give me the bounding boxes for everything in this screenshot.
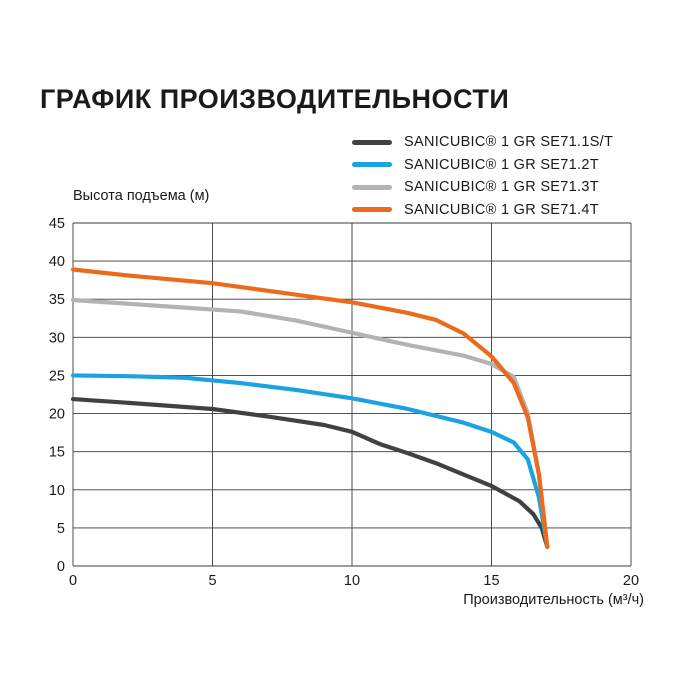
legend-swatch xyxy=(352,184,392,190)
series-line-1 xyxy=(70,396,550,550)
legend-item: SANICUBIC® 1 GR SE71.4T xyxy=(352,199,613,222)
tick-labels: 0 5 10 15 20 25 30 35 40 45 0 5 10 15 20 xyxy=(49,216,639,589)
y-tick-label: 20 xyxy=(49,407,65,423)
series-line-2 xyxy=(70,373,550,550)
y-axis-label: Высота подъема (м) xyxy=(73,188,210,204)
legend-swatch xyxy=(352,139,392,145)
x-tick-label: 5 xyxy=(208,573,216,589)
chart-title: ГРАФИК ПРОИЗВОДИТЕЛЬНОСТИ xyxy=(40,84,510,114)
legend-label: SANICUBIC® 1 GR SE71.2T xyxy=(404,156,599,173)
y-tick-label: 0 xyxy=(57,559,65,575)
legend-item: SANICUBIC® 1 GR SE71.1S/T xyxy=(352,131,613,154)
legend-swatch xyxy=(352,162,392,168)
legend-item: SANICUBIC® 1 GR SE71.2T xyxy=(352,154,613,177)
x-tick-label: 10 xyxy=(344,573,360,589)
series-line-4 xyxy=(70,267,550,550)
legend-swatch xyxy=(352,207,392,213)
legend-label: SANICUBIC® 1 GR SE71.1S/T xyxy=(404,134,614,151)
y-tick-label: 5 xyxy=(57,521,65,537)
y-tick-label: 30 xyxy=(49,330,65,346)
legend-label: SANICUBIC® 1 GR SE71.3T xyxy=(404,179,599,196)
y-tick-label: 25 xyxy=(49,368,65,384)
legend-label: SANICUBIC® 1 GR SE71.4T xyxy=(404,201,599,218)
legend-item: SANICUBIC® 1 GR SE71.3T xyxy=(352,176,613,199)
series-lines xyxy=(70,267,550,550)
legend: SANICUBIC® 1 GR SE71.1S/T SANICUBIC® 1 G… xyxy=(352,131,613,221)
x-tick-label: 20 xyxy=(623,573,639,589)
y-tick-label: 15 xyxy=(49,445,65,461)
y-tick-label: 35 xyxy=(49,292,65,308)
y-tick-label: 45 xyxy=(49,216,65,232)
y-tick-label: 40 xyxy=(49,254,65,270)
grid xyxy=(72,222,632,567)
y-tick-label: 10 xyxy=(49,483,65,499)
x-axis-label: Производительность (м³/ч) xyxy=(463,592,644,608)
x-tick-label: 0 xyxy=(69,573,77,589)
x-tick-label: 15 xyxy=(483,573,499,589)
